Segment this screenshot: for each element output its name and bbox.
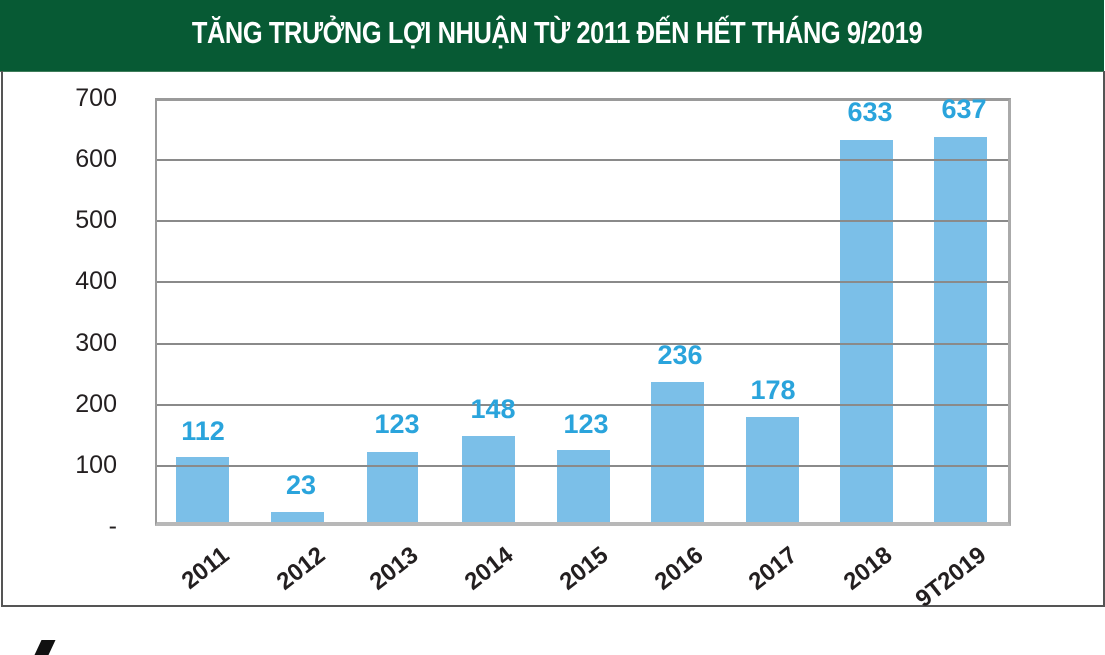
bar-2014 [462, 436, 515, 522]
y-tick-700: 700 [75, 84, 117, 112]
bar-2012 [271, 512, 324, 522]
bar-2011 [176, 457, 229, 522]
y-tick-0: - [108, 512, 117, 540]
bar-2016 [651, 382, 704, 522]
chart-title: TĂNG TRƯỞNG LỢI NHUẬN TỪ 2011 ĐẾN HẾT TH… [191, 15, 923, 50]
y-tick-400: 400 [75, 267, 117, 295]
y-tick-200: 200 [75, 390, 117, 418]
decorative-slash-mark [34, 640, 56, 655]
y-tick-500: 500 [75, 206, 117, 234]
value-label-2015: 123 [563, 409, 609, 439]
bar-2017 [746, 417, 799, 522]
bar-2015 [557, 450, 610, 522]
bar-2018 [840, 140, 893, 522]
gridline-500 [157, 220, 1008, 222]
chart-frame [1, 71, 1105, 607]
bar-9t2019 [934, 137, 987, 522]
plot-area [155, 98, 1011, 526]
value-label-2018: 633 [847, 97, 893, 127]
gridline-200 [157, 404, 1008, 406]
value-label-9t2019: 637 [941, 94, 987, 124]
bar-2013 [367, 452, 418, 522]
value-label-2016: 236 [657, 340, 703, 370]
value-label-2017: 178 [750, 375, 796, 405]
gridline-100 [157, 465, 1008, 467]
value-label-2013: 123 [374, 409, 420, 439]
gridline-300 [157, 343, 1008, 345]
value-label-2011: 112 [181, 416, 225, 446]
gridline-400 [157, 281, 1008, 283]
y-tick-600: 600 [75, 145, 117, 173]
y-tick-300: 300 [75, 329, 117, 357]
chart-header: TĂNG TRƯỞNG LỢI NHUẬN TỪ 2011 ĐẾN HẾT TH… [0, 0, 1104, 72]
y-tick-100: 100 [75, 451, 117, 479]
value-label-2014: 148 [470, 394, 516, 424]
value-label-2012: 23 [285, 470, 317, 500]
gridline-600 [157, 159, 1008, 161]
